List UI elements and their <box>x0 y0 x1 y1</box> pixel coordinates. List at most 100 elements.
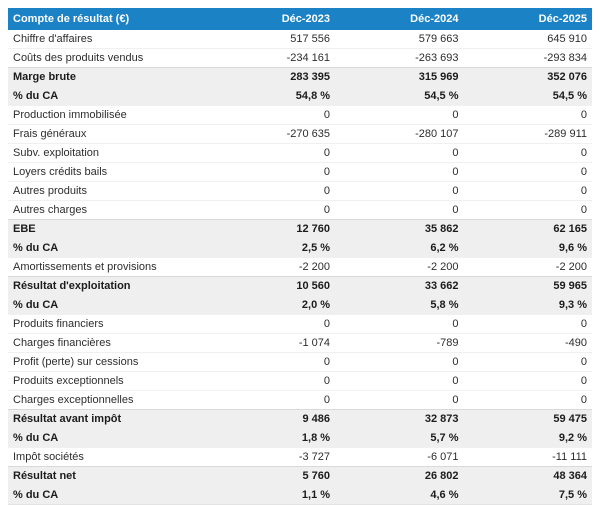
row-label: Loyers crédits bails <box>8 162 207 182</box>
table-row: Résultat d'exploitation 10 560 33 662 59 96… <box>8 276 592 296</box>
row-label: % du CA <box>8 295 207 315</box>
cell-value: 4,6 % <box>335 485 464 505</box>
row-label: % du CA <box>8 485 207 505</box>
row-label: Charges exceptionnelles <box>8 390 207 410</box>
table-row: Frais généraux -270 635 -280 107 -289 911 <box>8 124 592 144</box>
row-label: Profit (perte) sur cessions <box>8 352 207 372</box>
table-row: Loyers crédits bails 0 0 0 <box>8 162 592 182</box>
cell-value: 0 <box>463 314 592 334</box>
cell-value: 0 <box>463 371 592 391</box>
cell-value: 9,6 % <box>463 238 592 258</box>
cell-value: 9 486 <box>206 409 336 429</box>
cell-value: 9,3 % <box>463 295 592 315</box>
table-row: Autres charges 0 0 0 <box>8 200 592 220</box>
cell-value: 0 <box>206 200 336 220</box>
cell-value: 7,5 % <box>463 485 592 505</box>
cell-value: 48 364 <box>463 466 592 486</box>
cell-value: 54,5 % <box>463 86 592 106</box>
cell-value: 9,2 % <box>463 428 592 448</box>
cell-value: 0 <box>335 371 464 391</box>
cell-value: 0 <box>335 200 464 220</box>
cell-value: -789 <box>335 333 464 353</box>
column-header-dec-2024: Déc-2024 <box>335 8 464 30</box>
table-row: % du CA 54,8 % 54,5 % 54,5 % <box>8 86 592 106</box>
cell-value: 0 <box>206 371 336 391</box>
table-row: % du CA 1,1 % 4,6 % 7,5 % <box>8 485 592 505</box>
table-row: Charges financières -1 074 -789 -490 <box>8 333 592 353</box>
table-row: Chiffre d'affaires 517 556 579 663 645 910 <box>8 30 592 49</box>
cell-value: 12 760 <box>206 219 336 239</box>
cell-value: 0 <box>335 352 464 372</box>
cell-value: -2 200 <box>335 257 464 277</box>
table-row: Résultat avant impôt 9 486 32 873 59 475 <box>8 409 592 429</box>
table-row: Produits financiers 0 0 0 <box>8 314 592 334</box>
column-header-dec-2023: Déc-2023 <box>206 8 336 30</box>
cell-value: 5,8 % <box>335 295 464 315</box>
cell-value: -2 200 <box>206 257 336 277</box>
cell-value: 33 662 <box>335 276 464 296</box>
cell-value: 0 <box>335 390 464 410</box>
cell-value: -11 111 <box>463 447 592 467</box>
cell-value: 0 <box>463 390 592 410</box>
cell-value: -270 635 <box>206 124 336 144</box>
row-label: % du CA <box>8 238 207 258</box>
cell-value: 352 076 <box>463 67 592 87</box>
row-label: Autres charges <box>8 200 207 220</box>
row-label: % du CA <box>8 428 207 448</box>
row-label: Coûts des produits vendus <box>8 48 207 68</box>
cell-value: 315 969 <box>335 67 464 87</box>
row-label: Chiffre d'affaires <box>13 33 93 45</box>
cell-value: -234 161 <box>206 48 336 68</box>
cell-value: 35 862 <box>335 219 464 239</box>
row-label: % du CA <box>8 86 207 106</box>
row-label: Produits exceptionnels <box>8 371 207 391</box>
cell-value: -263 693 <box>335 48 464 68</box>
cell-value: 54,5 % <box>335 86 464 106</box>
table-row: Coûts des produits vendus -234 161 -263 69… <box>8 48 592 68</box>
row-label: Frais généraux <box>8 124 207 144</box>
row-label: Résultat net <box>8 466 207 486</box>
cell-value: -2 200 <box>463 257 592 277</box>
table-title: Compte de résultat (€) <box>8 8 207 30</box>
cell-value: 0 <box>335 181 464 201</box>
row-label: Subv. exploitation <box>8 143 207 163</box>
row-label: Amortissements et provisions <box>8 257 207 277</box>
row-label: Produits financiers <box>8 314 207 334</box>
row-label: Charges financières <box>8 333 207 353</box>
row-label: Autres produits <box>8 181 207 201</box>
cell-value: 0 <box>463 162 592 182</box>
row-label: Résultat avant impôt <box>8 409 207 429</box>
cell-value: 1,1 % <box>206 485 336 505</box>
row-label: Résultat d'exploitation <box>8 276 207 296</box>
table-row: Produits exceptionnels 0 0 0 <box>8 371 592 391</box>
cell-value: -289 911 <box>463 124 592 144</box>
cell-value: 0 <box>335 143 464 163</box>
cell-value: 59 475 <box>463 409 592 429</box>
cell-value: 5 760 <box>206 466 336 486</box>
cell-value: 54,8 % <box>206 86 336 106</box>
cell-value: 5,7 % <box>335 428 464 448</box>
cell-value: 0 <box>335 162 464 182</box>
cell-value: -1 074 <box>206 333 336 353</box>
cell-value: 10 560 <box>206 276 336 296</box>
cell-value: 0 <box>206 314 336 334</box>
table-row: Charges exceptionnelles 0 0 0 <box>8 390 592 410</box>
header-row: Compte de résultat (€) Déc-2023 Déc-2024… <box>8 8 592 30</box>
cell-value: 2,0 % <box>206 295 336 315</box>
cell-value: 0 <box>206 105 336 125</box>
cell-value: 0 <box>463 352 592 372</box>
cell-value: -490 <box>463 333 592 353</box>
row-label: EBE <box>8 219 207 239</box>
table-row: % du CA 1,8 % 5,7 % 9,2 % <box>8 428 592 448</box>
table-row: Résultat net 5 760 26 802 48 364 <box>8 466 592 486</box>
column-header-dec-2025: Déc-2025 <box>463 8 592 30</box>
row-label: Impôt sociétés <box>8 447 207 467</box>
cell-value: 0 <box>206 143 336 163</box>
table-row: Profit (perte) sur cessions 0 0 0 <box>8 352 592 372</box>
cell-value: 26 802 <box>335 466 464 486</box>
cell-value: 0 <box>463 200 592 220</box>
table-row: Production immobilisée 0 0 0 <box>8 105 592 125</box>
cell-value: -293 834 <box>463 48 592 68</box>
cell-value: 579 663 <box>418 33 459 45</box>
cell-value: 283 395 <box>206 67 336 87</box>
